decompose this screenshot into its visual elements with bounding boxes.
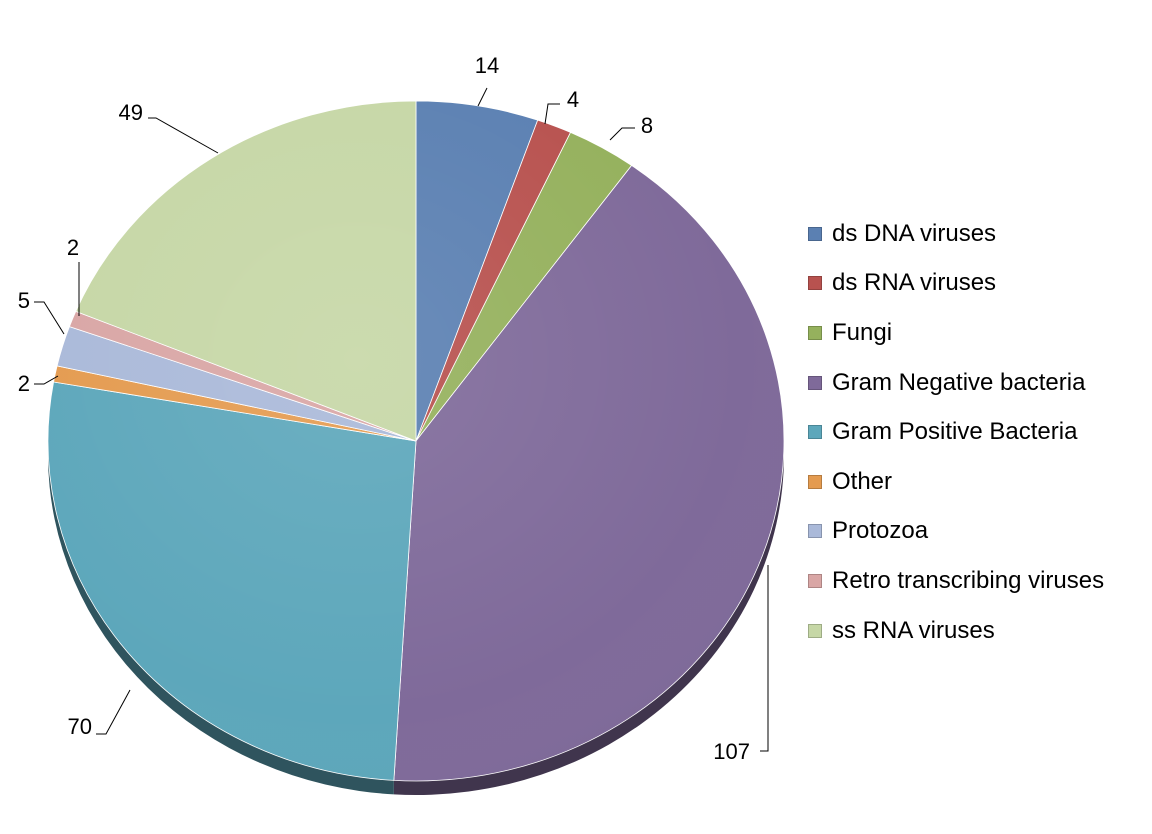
legend-item: Gram Positive Bacteria	[808, 407, 1148, 457]
legend-swatch	[808, 425, 822, 440]
legend-label: Gram Negative bacteria	[832, 368, 1086, 396]
legend-label: Retro transcribing viruses	[832, 566, 1105, 594]
legend-item: Retro transcribing viruses	[808, 556, 1148, 606]
data-label-4: 70	[68, 714, 92, 739]
legend-label: ds DNA viruses	[832, 219, 997, 247]
data-label-2: 8	[641, 113, 653, 138]
legend-swatch	[808, 474, 822, 489]
legend-swatch	[808, 276, 822, 291]
leader-line-5	[34, 375, 59, 385]
legend-label: ds RNA viruses	[832, 269, 997, 297]
legend-label: Gram Positive Bacteria	[832, 418, 1078, 446]
leader-line-4	[96, 689, 131, 735]
data-label-5: 2	[18, 371, 30, 396]
legend-swatch	[808, 573, 822, 588]
legend-swatch	[808, 325, 822, 340]
leader-line-8	[148, 117, 219, 154]
legend-item: Fungi	[808, 308, 1148, 358]
legend-item: ds DNA viruses	[808, 209, 1148, 259]
legend-item: Other	[808, 457, 1148, 507]
legend-label: Fungi	[832, 318, 893, 346]
legend: ds DNA viruses ds RNA viruses Fungi Gram Ne…	[808, 209, 1148, 655]
data-label-7: 2	[67, 235, 79, 260]
legend-item: ds RNA viruses	[808, 259, 1148, 309]
legend-swatch	[808, 375, 822, 390]
data-label-3: 107	[713, 739, 750, 764]
data-label-1: 4	[567, 87, 579, 112]
legend-swatch	[808, 226, 822, 241]
pie-slices	[47, 100, 785, 782]
legend-label: Protozoa	[832, 517, 929, 545]
legend-label: ss RNA viruses	[832, 616, 995, 644]
legend-item: Protozoa	[808, 507, 1148, 557]
leader-line-3	[760, 565, 769, 752]
leader-line-2	[609, 127, 635, 141]
legend-label: Other	[832, 467, 893, 495]
data-label-6: 5	[18, 288, 30, 313]
leader-line-0	[477, 87, 488, 107]
leader-line-1	[544, 103, 560, 125]
leader-line-6	[34, 301, 65, 335]
legend-item: Gram Negative bacteria	[808, 358, 1148, 408]
legend-swatch	[808, 524, 822, 539]
pie-sheen	[48, 101, 784, 781]
data-labels: 14 4 8 107 70 2 5 2 49	[18, 53, 769, 764]
data-label-0: 14	[475, 53, 499, 78]
data-label-8: 49	[119, 100, 143, 125]
legend-item: ss RNA viruses	[808, 606, 1148, 656]
legend-swatch	[808, 623, 822, 638]
